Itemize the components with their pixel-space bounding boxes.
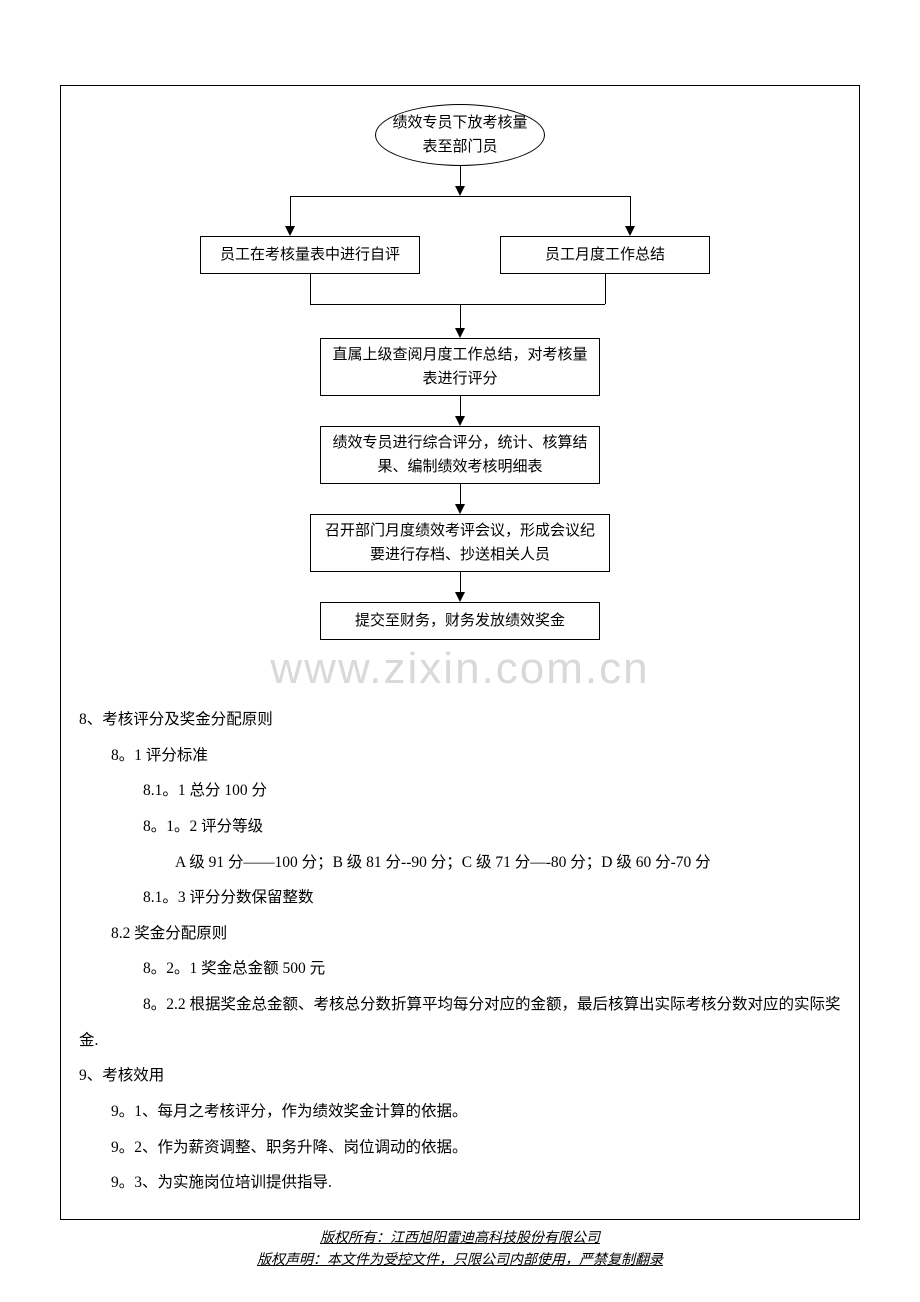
flow-arrow (455, 504, 465, 514)
flow-line (310, 304, 605, 305)
flow-line (460, 572, 461, 594)
section-8-2-2: 8。2.2 根据奖金总金额、考核总分数折算平均每分对应的金额，最后核算出实际考核… (79, 987, 841, 1058)
page-border: www.zixin.com.cn 绩效专员下放考核量表至部门员 员工在考核量表中… (60, 85, 860, 1220)
section-8-1-title: 8。1 评分标准 (111, 738, 841, 774)
flow-node-self-eval: 员工在考核量表中进行自评 (200, 236, 420, 274)
flow-line (460, 396, 461, 418)
flow-line (605, 274, 606, 304)
flow-node-finance-label: 提交至财务，财务发放绩效奖金 (355, 609, 565, 633)
flow-arrow (455, 328, 465, 338)
section-9-1: 9。1、每月之考核评分，作为绩效奖金计算的依据。 (111, 1094, 841, 1130)
flow-line (290, 196, 630, 197)
footer: 版权所有：江西旭阳雷迪高科技股份有限公司 版权声明：本文件为受控文件，只限公司内… (0, 1228, 920, 1273)
section-8-2-2-text: 8。2.2 根据奖金总金额、考核总分数折算平均每分对应的金额，最后核算出实际考核… (79, 996, 841, 1049)
section-8-1-2-detail: A 级 91 分——100 分；B 级 81 分--90 分；C 级 71 分—… (175, 845, 841, 881)
section-9-title: 9、考核效用 (79, 1058, 841, 1094)
flow-line (290, 196, 291, 228)
body-text: 8、考核评分及奖金分配原则 8。1 评分标准 8.1。1 总分 100 分 8。… (79, 702, 841, 1201)
footer-line-2: 版权声明：本文件为受控文件，只限公司内部使用，严禁复制翻录 (0, 1250, 920, 1272)
section-9-3: 9。3、为实施岗位培训提供指导. (111, 1165, 841, 1201)
footer-line-1: 版权所有：江西旭阳雷迪高科技股份有限公司 (0, 1228, 920, 1250)
flow-node-supervisor-review-label: 直属上级查阅月度工作总结，对考核量表进行评分 (329, 343, 591, 391)
flow-arrow (285, 226, 295, 236)
flow-node-meeting: 召开部门月度绩效考评会议，形成会议纪要进行存档、抄送相关人员 (310, 514, 610, 572)
flow-line (460, 484, 461, 506)
flow-arrow (625, 226, 635, 236)
flow-arrow (455, 416, 465, 426)
section-8-1-3: 8.1。3 评分分数保留整数 (143, 880, 841, 916)
section-8-1-1: 8.1。1 总分 100 分 (143, 773, 841, 809)
flow-arrow (455, 186, 465, 196)
flow-line (460, 166, 461, 188)
flowchart: 绩效专员下放考核量表至部门员 员工在考核量表中进行自评 员工月度工作总结 直属上… (210, 104, 710, 684)
flow-node-start: 绩效专员下放考核量表至部门员 (375, 104, 545, 166)
flow-node-meeting-label: 召开部门月度绩效考评会议，形成会议纪要进行存档、抄送相关人员 (319, 519, 601, 567)
flow-line (630, 196, 631, 228)
section-8-2-1: 8。2。1 奖金总金额 500 元 (143, 951, 841, 987)
section-8-1-2: 8。1。2 评分等级 (143, 809, 841, 845)
flow-node-self-eval-label: 员工在考核量表中进行自评 (220, 243, 400, 267)
flow-node-finance: 提交至财务，财务发放绩效奖金 (320, 602, 600, 640)
flow-node-hr-calc-label: 绩效专员进行综合评分，统计、核算结果、编制绩效考核明细表 (329, 431, 591, 479)
flow-line (460, 304, 461, 330)
flow-node-monthly-summary: 员工月度工作总结 (500, 236, 710, 274)
section-8-2-title: 8.2 奖金分配原则 (111, 916, 841, 952)
flow-node-hr-calc: 绩效专员进行综合评分，统计、核算结果、编制绩效考核明细表 (320, 426, 600, 484)
flow-node-supervisor-review: 直属上级查阅月度工作总结，对考核量表进行评分 (320, 338, 600, 396)
flow-node-start-label: 绩效专员下放考核量表至部门员 (390, 111, 530, 159)
flow-arrow (455, 592, 465, 602)
section-8-title: 8、考核评分及奖金分配原则 (79, 702, 841, 738)
flow-line (310, 274, 311, 304)
flow-node-monthly-summary-label: 员工月度工作总结 (545, 243, 665, 267)
section-9-2: 9。2、作为薪资调整、职务升降、岗位调动的依据。 (111, 1130, 841, 1166)
